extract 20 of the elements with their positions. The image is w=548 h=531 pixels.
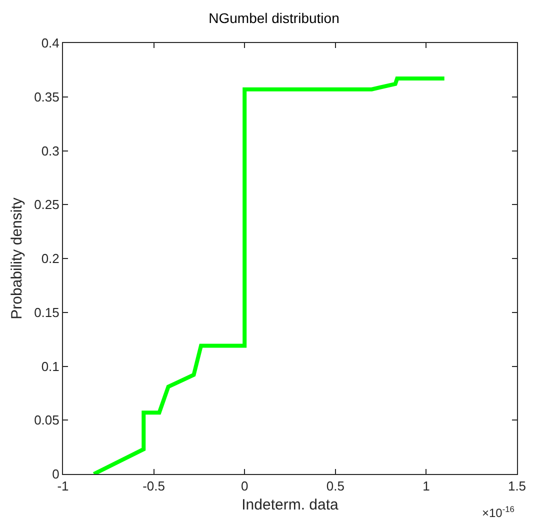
x-tick-label: -1: [57, 478, 69, 494]
y-tick-label: 0.05: [34, 412, 60, 428]
y-tick-label: 0.15: [34, 304, 60, 320]
y-tick-label: 0.2: [41, 251, 60, 266]
y-tick-label: 0.3: [41, 143, 60, 158]
line-series: [92, 76, 446, 474]
y-tick-label: 0.25: [34, 197, 60, 212]
x-tick-label: 0: [240, 478, 248, 494]
x-tick-label: -0.5: [142, 478, 166, 494]
y-tick-label: 0.35: [34, 89, 60, 104]
chart-title: NGumbel distribution: [208, 10, 340, 26]
y-tick-label: 0.1: [41, 358, 60, 374]
x-tick-label: 1: [422, 478, 430, 494]
x-axis-title: Indeterm. data: [242, 496, 340, 514]
x-tick-label: 0.5: [326, 478, 344, 494]
y-tick-label: 0: [52, 466, 60, 482]
y-axis-title: Probability density: [8, 197, 26, 320]
text: ×10$^{-16}$: [482, 504, 515, 520]
x-tick-label: 1.5: [508, 478, 526, 494]
y-tick-label: 0.4: [41, 36, 60, 51]
